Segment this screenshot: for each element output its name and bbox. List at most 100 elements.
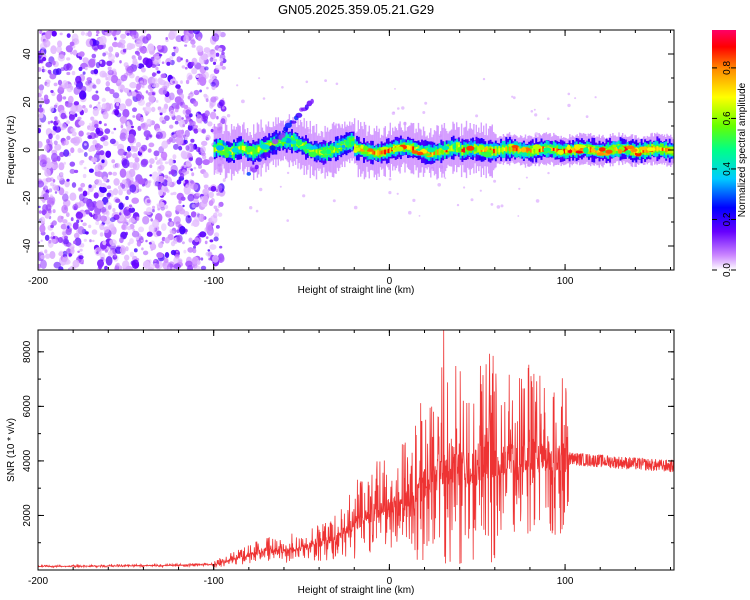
noise-speckle — [187, 247, 194, 253]
noise-speckle — [151, 84, 156, 88]
noise-speckle — [108, 171, 113, 176]
noise-speckle — [39, 59, 44, 64]
signal-band-core — [477, 146, 480, 152]
spur-streak — [268, 150, 272, 153]
signal-band-core — [271, 141, 274, 146]
noise-speckle — [126, 145, 132, 152]
noise-speckle — [191, 203, 196, 209]
signal-band-core — [435, 149, 438, 156]
y-tick-label: -40 — [22, 238, 33, 253]
noise-speckle — [100, 215, 107, 222]
noise-speckle — [96, 31, 100, 34]
noise-speckle — [219, 245, 223, 249]
noise-speckle — [201, 128, 207, 134]
signal-blob — [457, 147, 462, 153]
noise-speckle — [47, 69, 52, 74]
noise-speckle — [213, 205, 218, 210]
noise-speckle — [48, 239, 52, 244]
noise-speckle — [147, 148, 152, 153]
noise-speckle — [131, 197, 139, 204]
noise-speckle — [72, 203, 79, 211]
signal-blob — [590, 148, 596, 152]
spur-streak — [280, 132, 286, 138]
noise-speckle — [65, 120, 70, 125]
noise-speckle — [62, 96, 67, 100]
noise-speckle — [112, 92, 120, 99]
signal-band-core — [501, 146, 504, 153]
noise-speckle — [160, 73, 167, 79]
noise-speckle — [51, 220, 57, 226]
noise-speckle — [209, 239, 214, 243]
noise-speckle — [135, 93, 142, 102]
noise-speckle — [38, 241, 41, 244]
noise-speckle — [193, 245, 196, 250]
signal-band-core — [661, 147, 664, 151]
noise-speckle — [46, 138, 50, 144]
noise-speckle — [115, 198, 121, 203]
noise-speckle — [90, 116, 95, 121]
noise-speckle — [164, 161, 169, 165]
noise-speckle — [193, 198, 199, 204]
signal-blob — [299, 145, 308, 150]
noise-speckle — [54, 116, 58, 121]
signal-blob — [520, 147, 527, 153]
noise-speckle — [185, 160, 192, 167]
signal-band-core — [387, 147, 390, 154]
spectrogram-x-ticks: -200 -100 0 100 — [28, 30, 671, 287]
noise-speckle — [142, 30, 147, 34]
noise-speckle — [78, 51, 85, 57]
noise-speckle — [57, 54, 66, 62]
noise-speckle — [111, 112, 115, 115]
noise-speckle — [190, 168, 193, 172]
noise-speckle — [149, 158, 155, 165]
signal-band-core — [385, 149, 388, 153]
noise-speckle — [147, 43, 155, 52]
noise-speckle — [62, 193, 69, 202]
signal-band-core — [529, 149, 532, 153]
noise-speckle — [129, 43, 136, 49]
signal-band-core — [566, 149, 569, 154]
noise-speckle — [122, 48, 127, 53]
noise-speckle — [69, 161, 76, 167]
noise-speckle — [121, 224, 126, 230]
noise-speckle — [164, 115, 170, 121]
noise-speckle — [221, 106, 225, 110]
noise-speckle — [40, 49, 44, 55]
noise-speckle — [422, 111, 426, 114]
signal-band-core — [319, 150, 322, 155]
noise-speckle — [91, 157, 98, 163]
noise-speckle — [209, 73, 216, 80]
noise-speckle — [194, 265, 201, 270]
noise-speckle — [394, 88, 396, 90]
signal-band-core — [533, 148, 536, 153]
noise-speckle — [196, 114, 203, 124]
noise-speckle — [77, 226, 85, 235]
noise-speckle — [52, 164, 59, 170]
noise-speckle — [38, 119, 41, 123]
noise-speckle — [57, 79, 63, 86]
noise-speckle — [67, 225, 70, 229]
noise-speckle — [92, 139, 98, 146]
noise-speckle — [120, 124, 124, 129]
noise-speckle — [88, 122, 92, 126]
noise-speckle — [89, 239, 92, 243]
noise-speckle — [151, 205, 156, 210]
noise-speckle — [73, 86, 81, 95]
noise-speckle — [209, 102, 214, 109]
noise-speckle — [77, 116, 82, 121]
noise-speckle — [65, 222, 72, 228]
signal-band-core — [269, 143, 272, 147]
signal-band-core — [587, 147, 590, 152]
noise-speckle — [43, 94, 49, 100]
noise-speckle — [41, 66, 45, 69]
signal-band-core — [551, 147, 553, 151]
noise-speckle — [161, 45, 168, 54]
noise-speckle — [126, 151, 132, 158]
signal-blob — [625, 150, 631, 155]
noise-speckle — [210, 185, 217, 192]
noise-speckle — [226, 114, 231, 118]
spur-streak — [284, 122, 292, 128]
signal-band-core — [245, 147, 248, 153]
noise-speckle — [88, 184, 92, 189]
noise-speckle — [209, 49, 215, 55]
